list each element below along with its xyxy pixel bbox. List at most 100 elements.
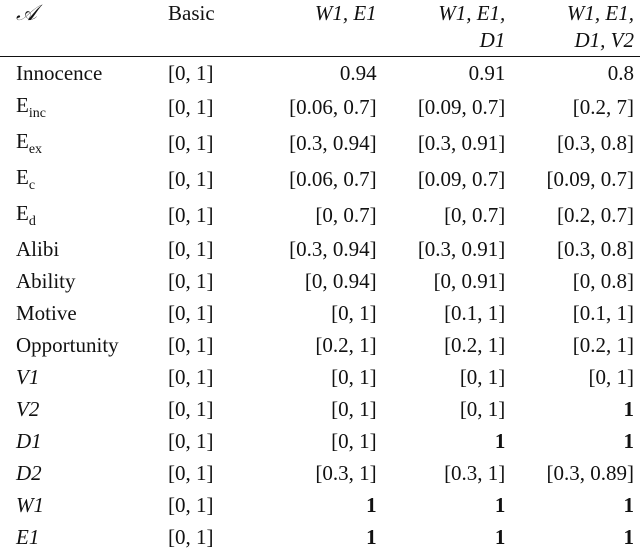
cell-c3: [0.3, 1] bbox=[383, 457, 512, 489]
row-label: D2 bbox=[0, 457, 162, 489]
row-label-subscript: inc bbox=[29, 106, 46, 121]
table-row: V1[0, 1][0, 1][0, 1][0, 1] bbox=[0, 361, 640, 393]
cell-basic: [0, 1] bbox=[162, 361, 254, 393]
table-row: Ability[0, 1][0, 0.94][0, 0.91][0, 0.8] bbox=[0, 265, 640, 297]
row-label-text: Innocence bbox=[16, 61, 102, 85]
cell-c3: 1 bbox=[383, 489, 512, 521]
row-label-subscript: d bbox=[29, 214, 36, 229]
cell-basic: [0, 1] bbox=[162, 425, 254, 457]
header-col-w1-e1-d1-v2: W1, E1, D1, V2 bbox=[511, 0, 640, 57]
header-col-basic: Basic bbox=[162, 0, 254, 57]
cell-c4: [0.09, 0.7] bbox=[511, 161, 640, 197]
row-label-subscript: ex bbox=[29, 142, 42, 157]
cell-c2: 1 bbox=[254, 489, 383, 521]
cell-c4: [0.3, 0.8] bbox=[511, 125, 640, 161]
header-col-w1-e1-d1-v2-line1: W1, E1, bbox=[517, 0, 634, 27]
row-label: W1 bbox=[0, 489, 162, 521]
row-label: Ability bbox=[0, 265, 162, 297]
row-label: Motive bbox=[0, 297, 162, 329]
cell-basic: [0, 1] bbox=[162, 89, 254, 125]
row-label-text: Opportunity bbox=[16, 333, 119, 357]
row-label-text: Ability bbox=[16, 269, 76, 293]
cell-basic: [0, 1] bbox=[162, 489, 254, 521]
row-label-text: D2 bbox=[16, 461, 42, 485]
cell-basic: [0, 1] bbox=[162, 125, 254, 161]
row-label-text: E bbox=[16, 93, 29, 117]
cell-basic: [0, 1] bbox=[162, 265, 254, 297]
header-col-w1-e1-d1-line2: D1 bbox=[389, 27, 506, 54]
row-label-text: Alibi bbox=[16, 237, 59, 261]
header-col-w1-e1-d1-v2-line2: D1, V2 bbox=[517, 27, 634, 54]
table-row: Eex[0, 1][0.3, 0.94][0.3, 0.91][0.3, 0.8… bbox=[0, 125, 640, 161]
cell-c4: [0.2, 0.7] bbox=[511, 197, 640, 233]
table-row: V2[0, 1][0, 1][0, 1]1 bbox=[0, 393, 640, 425]
cell-c2: [0, 1] bbox=[254, 425, 383, 457]
row-label-subscript: c bbox=[29, 178, 35, 193]
row-label: D1 bbox=[0, 425, 162, 457]
cell-c3: [0.09, 0.7] bbox=[383, 89, 512, 125]
cell-c3: [0.3, 0.91] bbox=[383, 125, 512, 161]
cell-c4: [0.3, 0.8] bbox=[511, 233, 640, 265]
cell-c4: 1 bbox=[511, 425, 640, 457]
header-col-w1-e1-d1-line1: W1, E1, bbox=[389, 0, 506, 27]
cell-c3: [0.09, 0.7] bbox=[383, 161, 512, 197]
table-row: Einc[0, 1][0.06, 0.7][0.09, 0.7][0.2, 7] bbox=[0, 89, 640, 125]
row-label: Innocence bbox=[0, 57, 162, 90]
cell-c3: [0, 1] bbox=[383, 361, 512, 393]
row-label: Eex bbox=[0, 125, 162, 161]
cell-basic: [0, 1] bbox=[162, 161, 254, 197]
cell-c2: 1 bbox=[254, 521, 383, 553]
cell-c4: [0.1, 1] bbox=[511, 297, 640, 329]
cell-c4: [0, 0.8] bbox=[511, 265, 640, 297]
row-label: Alibi bbox=[0, 233, 162, 265]
cell-c3: [0.3, 0.91] bbox=[383, 233, 512, 265]
cell-basic: [0, 1] bbox=[162, 457, 254, 489]
row-label: V2 bbox=[0, 393, 162, 425]
row-label-text: W1 bbox=[16, 493, 44, 517]
table-header: 𝒜 Basic W1, E1 W1, E1, D1 W1, E1, D1, V2 bbox=[0, 0, 640, 57]
row-label-text: V1 bbox=[16, 365, 39, 389]
header-col-a: 𝒜 bbox=[0, 0, 162, 57]
cell-c2: [0.3, 0.94] bbox=[254, 125, 383, 161]
table-row: Alibi[0, 1][0.3, 0.94][0.3, 0.91][0.3, 0… bbox=[0, 233, 640, 265]
cell-basic: [0, 1] bbox=[162, 393, 254, 425]
table-row: D2[0, 1][0.3, 1][0.3, 1][0.3, 0.89] bbox=[0, 457, 640, 489]
cell-c2: 0.94 bbox=[254, 57, 383, 90]
row-label: Ec bbox=[0, 161, 162, 197]
row-label-text: V2 bbox=[16, 397, 39, 421]
cell-c3: [0, 0.7] bbox=[383, 197, 512, 233]
cell-c3: 1 bbox=[383, 521, 512, 553]
header-col-w1-e1-d1: W1, E1, D1 bbox=[383, 0, 512, 57]
cell-c2: [0.06, 0.7] bbox=[254, 89, 383, 125]
cell-basic: [0, 1] bbox=[162, 233, 254, 265]
header-row: 𝒜 Basic W1, E1 W1, E1, D1 W1, E1, D1, V2 bbox=[0, 0, 640, 57]
cell-c2: [0, 1] bbox=[254, 393, 383, 425]
cell-basic: [0, 1] bbox=[162, 297, 254, 329]
row-label: Einc bbox=[0, 89, 162, 125]
table-row: Ec[0, 1][0.06, 0.7][0.09, 0.7][0.09, 0.7… bbox=[0, 161, 640, 197]
cell-c4: [0, 1] bbox=[511, 361, 640, 393]
cell-c4: [0.2, 7] bbox=[511, 89, 640, 125]
cell-c4: 1 bbox=[511, 521, 640, 553]
cell-c3: [0, 0.91] bbox=[383, 265, 512, 297]
row-label: Ed bbox=[0, 197, 162, 233]
cell-basic: [0, 1] bbox=[162, 521, 254, 553]
row-label-text: Motive bbox=[16, 301, 77, 325]
cell-c3: [0.2, 1] bbox=[383, 329, 512, 361]
cell-c2: [0.2, 1] bbox=[254, 329, 383, 361]
row-label: V1 bbox=[0, 361, 162, 393]
cell-c3: [0.1, 1] bbox=[383, 297, 512, 329]
cell-c4: 1 bbox=[511, 489, 640, 521]
cell-c4: 0.8 bbox=[511, 57, 640, 90]
row-label: Opportunity bbox=[0, 329, 162, 361]
table-row: Ed[0, 1][0, 0.7][0, 0.7][0.2, 0.7] bbox=[0, 197, 640, 233]
row-label-text: E bbox=[16, 129, 29, 153]
cell-c3: 1 bbox=[383, 425, 512, 457]
header-col-w1-e1: W1, E1 bbox=[254, 0, 383, 57]
table-row: Motive[0, 1][0, 1][0.1, 1][0.1, 1] bbox=[0, 297, 640, 329]
